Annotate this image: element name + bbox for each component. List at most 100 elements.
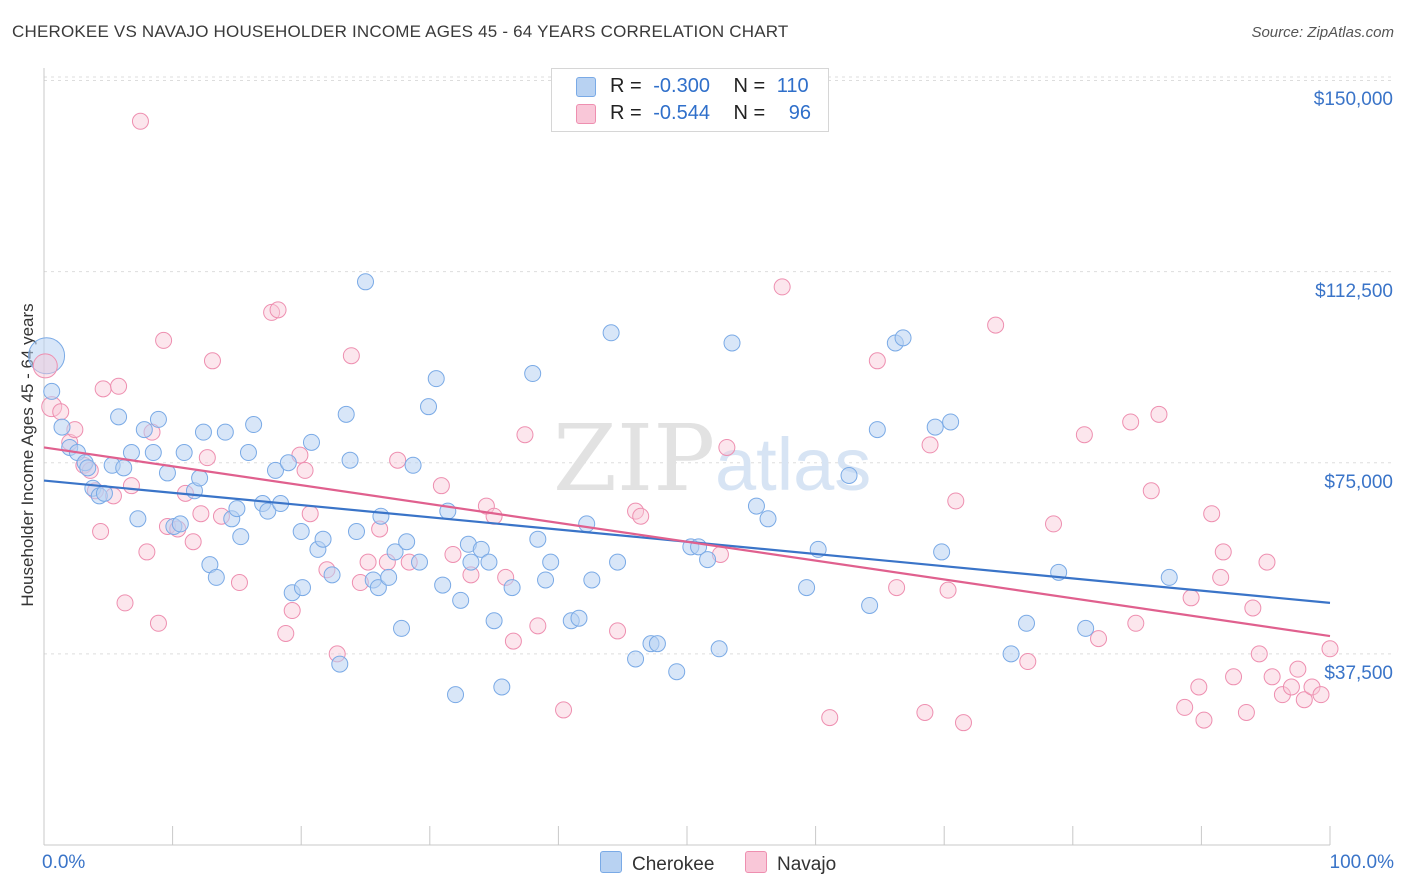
navajo-point [1263,668,1281,686]
x-tick-min: 0.0% [42,852,86,873]
cherokee-point [279,454,297,472]
cherokee-point [480,553,498,571]
navajo-point [203,352,221,370]
cherokee-point [933,543,951,561]
navajo-point [149,614,167,632]
navajo-point [1176,698,1194,716]
r-label: R = [610,75,642,97]
navajo-point [1244,599,1262,617]
correlation-legend: R = -0.300 N = 110 R = -0.544 N = 96 [551,68,829,132]
navajo-point [555,701,573,719]
watermark: ZIP atlas [553,405,871,512]
cherokee-point [331,655,349,673]
navajo-point [52,403,70,421]
navajo-point [389,451,407,469]
cherokee-point [1077,619,1095,637]
cherokee-point [894,329,912,347]
cherokee-point [266,461,284,479]
cherokee-legend-label: Cherokee [632,854,715,875]
cherokee-point [110,408,128,426]
navajo-point [1203,505,1221,523]
navajo-point [987,316,1005,334]
navajo-point [1075,426,1093,444]
navajo-point [921,436,939,454]
cherokee-point [668,663,686,681]
navajo-point [283,602,301,620]
cherokee-point [420,398,438,416]
navajo-point [230,574,248,592]
cherokee-point [239,444,257,462]
chart-title: CHEROKEE VS NAVAJO HOUSEHOLDER INCOME AG… [12,22,789,41]
cherokee-legend-swatch [600,851,622,873]
navajo-point [1237,703,1255,721]
legend-item-navajo: Navajo [745,851,836,876]
cherokee-point [942,413,960,431]
navajo-point [821,709,839,727]
cherokee-point [434,576,452,594]
navajo-r-value: -0.544 [653,102,710,124]
cherokee-point [840,466,858,484]
navajo-point [529,617,547,635]
navajo-point [1019,653,1037,671]
cherokee-point [259,502,277,520]
cherokee-point [129,510,147,528]
cherokee-point [369,579,387,597]
navajo-point [198,449,216,467]
cherokee-point [232,528,250,546]
cherokee-point [1018,614,1036,632]
legend-item-cherokee: Cherokee [600,851,714,876]
navajo-point [1190,678,1208,696]
cherokee-point [292,523,310,541]
n-label: N = [733,102,766,124]
navajo-swatch [576,104,596,124]
cherokee-point [648,635,666,653]
navajo-point [92,523,110,541]
navajo-point [1295,691,1313,709]
navajo-point [192,505,210,523]
cherokee-point [868,421,886,439]
cherokee-point [347,523,365,541]
cherokee-point [28,337,66,375]
navajo-point [1282,678,1300,696]
cherokee-point [411,553,429,571]
cherokee-point [404,456,422,474]
cherokee-point [427,370,445,388]
navajo-point [155,331,173,349]
navajo-point [939,581,957,599]
cherokee-point [472,540,490,558]
cherokee-point [393,619,411,637]
cherokee-point [447,686,465,704]
navajo-point [1090,630,1108,648]
navajo-point [269,301,287,319]
cherokee-point [175,444,193,462]
cherokee-point [191,469,209,487]
x-tick-max: 100.0% [1329,852,1394,873]
navajo-point [954,714,972,732]
cherokee-point [723,334,741,352]
navajo-trend-line [43,446,1331,638]
navajo-point [773,278,791,296]
cherokee-point [747,497,765,515]
cherokee-point [759,510,777,528]
cherokee-swatch [576,77,596,97]
navajo-point [868,352,886,370]
navajo-point [1045,515,1063,533]
navajo-point [1250,645,1268,663]
cherokee-point [537,571,555,589]
cherokee-point [493,678,511,696]
navajo-point [432,477,450,495]
cherokee-point [926,418,944,436]
navajo-point [1142,482,1160,500]
cherokee-point [861,596,879,614]
cherokee-point [452,591,470,609]
cherokee-point [149,410,167,428]
r-label: R = [610,102,642,124]
cherokee-point [122,444,140,462]
navajo-point [947,492,965,510]
navajo-point [184,533,202,551]
cherokee-point [578,515,596,533]
navajo-point [444,545,462,563]
navajo-point [342,347,360,365]
navajo-point [1321,640,1339,658]
navajo-point [110,377,128,395]
